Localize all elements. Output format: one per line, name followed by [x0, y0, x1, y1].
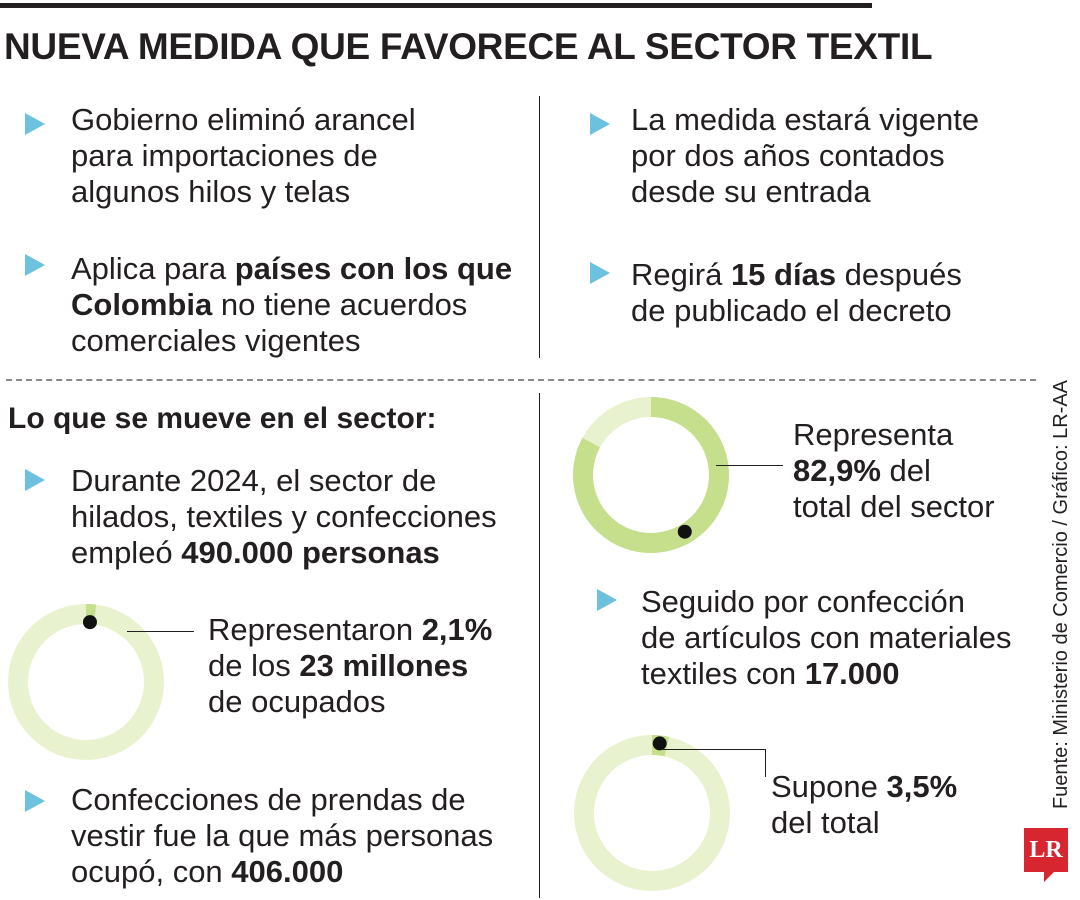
leader-line — [716, 465, 783, 466]
lr-logo: LR — [1024, 828, 1068, 872]
bullet-regira-text: Regirá 15 días después de publicado el d… — [631, 257, 962, 328]
page-title: NUEVA MEDIDA QUE FAVORECE AL SECTOR TEXT… — [4, 26, 933, 67]
bullet-aplica-text: Aplica para países con los que Colombia … — [71, 251, 513, 358]
donut-label-ocupados: Representaron 2,1% de los 23 millones de… — [208, 612, 493, 719]
column-divider-top — [539, 96, 540, 358]
donut-chart-total — [574, 735, 730, 891]
bullet-vigencia-text: La medida estará vigente por dos años co… — [631, 102, 980, 209]
leader-line — [765, 749, 766, 777]
leader-line — [663, 749, 765, 750]
logo-tail — [1044, 872, 1054, 882]
empleo-text: Durante 2024, el sector de hilados, text… — [71, 463, 497, 570]
bullet-icon — [25, 113, 45, 135]
donut-marker-dot — [677, 524, 692, 539]
section-heading: Lo que se mueve en el sector: — [8, 402, 437, 435]
confecciones-text: Confecciones de prendas de vestir fue la… — [71, 782, 494, 889]
donut-track — [8, 604, 164, 760]
donut-label-total: Supone 3,5% del total — [771, 769, 958, 840]
column-divider-bottom — [539, 393, 540, 898]
donut-track — [574, 735, 730, 891]
bullet-icon — [590, 113, 610, 135]
donut-marker-dot — [652, 736, 667, 751]
bullet-icon — [25, 790, 45, 812]
top-rule — [0, 3, 872, 8]
bullet-icon — [597, 589, 617, 611]
leader-line — [127, 631, 194, 632]
section-divider — [6, 379, 1036, 381]
seguido-text: Seguido por confección de artículos con … — [641, 584, 1012, 691]
bullet-icon — [590, 262, 610, 284]
donut-marker-dot — [82, 615, 97, 630]
bullet-icon — [25, 254, 45, 276]
bullet-arancel-text: Gobierno eliminó arancel para importacio… — [71, 102, 416, 209]
donut-label-sector: Representa 82,9% del total del sector — [793, 417, 995, 524]
donut-chart-ocupados — [8, 604, 164, 760]
donut-chart-sector — [573, 397, 729, 553]
bullet-icon — [25, 469, 45, 491]
